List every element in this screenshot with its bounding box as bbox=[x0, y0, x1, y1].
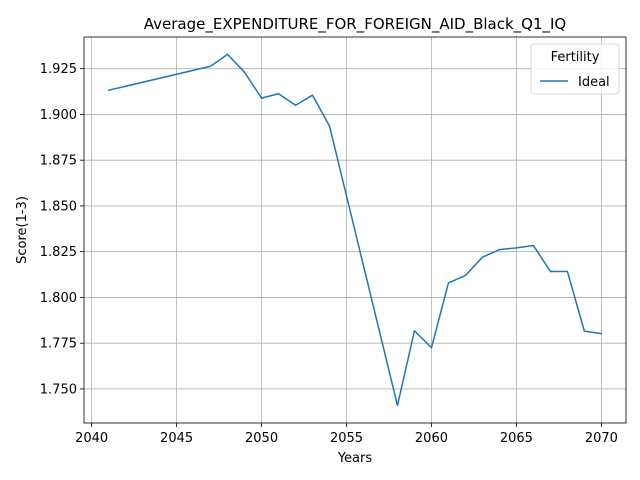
y-tick-label: 1.825 bbox=[40, 245, 77, 260]
x-tick-label: 2040 bbox=[75, 431, 108, 446]
y-axis-ticks: 1.750 1.775 1.800 1.825 1.850 1.875 1.900 1.925 bbox=[40, 62, 84, 397]
x-tick-label: 2045 bbox=[160, 431, 193, 446]
series-layer bbox=[107, 53, 603, 407]
grid-lines bbox=[84, 37, 626, 423]
series-line-ideal bbox=[107, 53, 603, 407]
y-tick-label: 1.925 bbox=[40, 62, 77, 77]
y-tick-label: 1.900 bbox=[40, 108, 77, 123]
x-tick-label: 2060 bbox=[415, 431, 448, 446]
y-tick-label: 1.750 bbox=[40, 382, 77, 397]
x-tick-label: 2055 bbox=[330, 431, 363, 446]
y-tick-label: 1.875 bbox=[40, 154, 77, 169]
plot-frame bbox=[83, 36, 627, 424]
y-tick-label: 1.850 bbox=[40, 199, 77, 214]
x-axis-ticks: 2040 2045 2050 2055 2060 2065 2070 bbox=[75, 423, 618, 446]
chart-title: Average_EXPENDITURE_FOR_FOREIGN_AID_Blac… bbox=[144, 15, 566, 34]
x-tick-label: 2070 bbox=[585, 431, 618, 446]
x-tick-label: 2050 bbox=[245, 431, 278, 446]
x-tick-label: 2065 bbox=[500, 431, 533, 446]
y-tick-label: 1.800 bbox=[40, 291, 77, 306]
y-tick-label: 1.775 bbox=[40, 337, 77, 352]
legend-title: Fertility bbox=[551, 50, 600, 65]
legend-entry-ideal: Ideal bbox=[578, 75, 610, 90]
y-axis-label: Score(1-3) bbox=[15, 196, 30, 264]
legend: Fertility Ideal bbox=[530, 43, 620, 95]
x-axis-label: Years bbox=[337, 451, 373, 466]
